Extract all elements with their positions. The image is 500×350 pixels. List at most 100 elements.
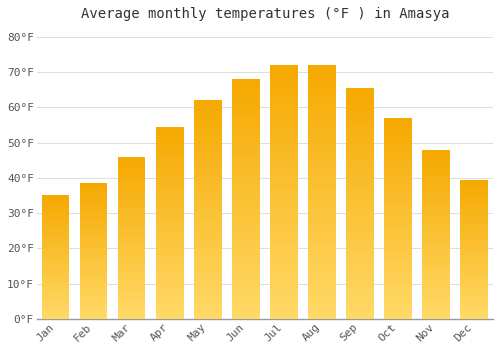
Bar [42,223,70,225]
Bar [118,260,146,262]
Bar [308,205,336,208]
Bar [232,94,260,97]
Bar [346,241,374,244]
Bar [270,265,297,268]
Bar [346,224,374,226]
Bar [42,237,70,239]
Bar [156,278,184,280]
Bar [118,254,146,256]
Bar [270,65,297,68]
Bar [156,266,184,268]
Bar [460,307,487,308]
Bar [384,214,411,216]
Bar [270,160,297,163]
Bar [384,141,411,143]
Bar [118,175,146,177]
Bar [308,170,336,173]
Bar [270,211,297,214]
Bar [42,310,70,311]
Bar [270,224,297,227]
Bar [422,306,450,308]
Bar [270,87,297,90]
Bar [232,106,260,109]
Bar [308,148,336,151]
Bar [80,273,108,275]
Bar [460,310,487,312]
Bar [270,239,297,243]
Bar [232,115,260,118]
Bar [384,218,411,221]
Bar [156,293,184,295]
Bar [460,312,487,314]
Bar [118,201,146,203]
Bar [80,281,108,283]
Bar [194,193,222,196]
Bar [422,268,450,270]
Bar [156,252,184,254]
Bar [194,174,222,177]
Bar [194,212,222,215]
Bar [80,220,108,222]
Bar [460,218,487,220]
Bar [232,235,260,238]
Bar [346,169,374,172]
Bar [346,302,374,304]
Bar [422,186,450,188]
Bar [346,117,374,120]
Bar [346,235,374,238]
Bar [346,261,374,264]
Bar [308,202,336,205]
Bar [460,237,487,239]
Bar [308,119,336,122]
Bar [270,205,297,208]
Bar [308,306,336,309]
Bar [384,131,411,133]
Bar [308,186,336,189]
Bar [232,172,260,175]
Bar [346,195,374,198]
Bar [422,162,450,164]
Bar [42,217,70,219]
Bar [80,241,108,243]
Bar [308,122,336,125]
Bar [80,297,108,299]
Bar [384,229,411,231]
Bar [422,247,450,249]
Bar [422,156,450,158]
Bar [308,246,336,249]
Bar [232,202,260,205]
Bar [384,201,411,203]
Bar [194,114,222,117]
Bar [232,124,260,127]
Bar [42,205,70,206]
Bar [460,270,487,272]
Bar [460,187,487,188]
Bar [118,193,146,195]
Bar [270,313,297,316]
Bar [80,207,108,209]
Bar [42,303,70,305]
Bar [384,148,411,150]
Bar [118,177,146,179]
Bar [118,252,146,254]
Bar [384,264,411,266]
Bar [422,224,450,226]
Bar [42,232,70,234]
Bar [80,248,108,249]
Bar [460,279,487,281]
Bar [384,166,411,168]
Bar [422,287,450,289]
Bar [156,271,184,273]
Bar [42,203,70,205]
Bar [156,206,184,208]
Bar [270,113,297,116]
Bar [194,172,222,174]
Bar [270,294,297,297]
Bar [42,296,70,297]
Bar [194,166,222,169]
Bar [194,155,222,158]
Bar [194,144,222,147]
Bar [270,303,297,306]
Bar [194,108,222,111]
Bar [42,242,70,243]
